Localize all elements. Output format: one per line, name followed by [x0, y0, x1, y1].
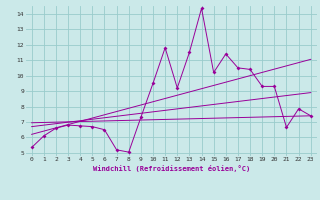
X-axis label: Windchill (Refroidissement éolien,°C): Windchill (Refroidissement éolien,°C)	[92, 165, 250, 172]
